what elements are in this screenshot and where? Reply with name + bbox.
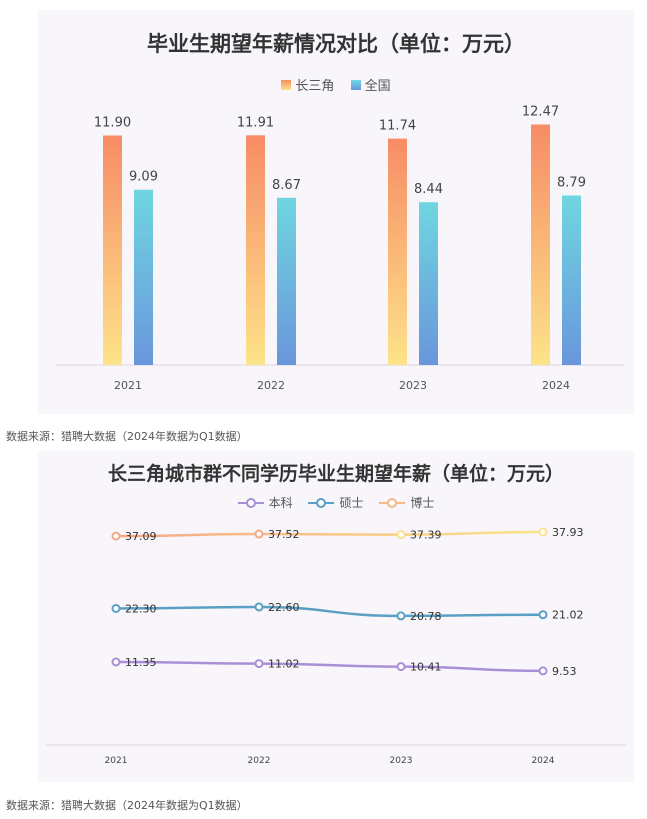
line-chart-title: 长三角城市群不同学历毕业生期望年薪（单位：万元） (107, 463, 564, 485)
point-master (538, 610, 548, 620)
x-tick-label: 2022 (248, 756, 271, 766)
point-bachelor (396, 662, 406, 672)
bar-label-yangtze: 11.74 (379, 119, 416, 134)
bar-national (277, 197, 296, 365)
legend-label-yangtze: 长三角 (295, 79, 335, 94)
bar-yangtze (103, 135, 122, 365)
x-tick-label: 2024 (542, 379, 570, 392)
x-tick-label: 2024 (532, 756, 555, 766)
line-chart-panel: 长三角城市群不同学历毕业生期望年薪（单位：万元） 本科 硕士 博士 11.35 1… (38, 451, 634, 782)
point-label-bachelor: 9.53 (552, 665, 577, 678)
data-source-note: 数据来源：猎聘大数据（2024年数据为Q1数据） (6, 799, 248, 812)
point-bachelor (254, 659, 264, 669)
point-label-doctor: 37.39 (410, 529, 442, 542)
point-master (111, 603, 121, 613)
legend-swatch-yangtze (281, 79, 292, 90)
point-label-master: 22.30 (125, 602, 157, 615)
legend-line-master (308, 497, 335, 508)
legend-label-national: 全国 (364, 79, 391, 94)
series-line-doctor (115, 530, 544, 538)
point-label-doctor: 37.52 (268, 528, 300, 541)
point-label-bachelor: 11.02 (268, 658, 300, 671)
bar-label-national: 8.67 (272, 178, 301, 193)
bar-label-national: 9.09 (129, 170, 158, 185)
point-label-doctor: 37.93 (552, 526, 584, 539)
bar-national (419, 202, 438, 365)
x-tick-label: 2023 (399, 379, 427, 392)
point-doctor (538, 527, 548, 537)
x-tick-label: 2022 (257, 379, 285, 392)
bar-chart-legend: 长三角 全国 (38, 75, 634, 94)
point-label-master: 20.78 (410, 610, 442, 623)
bar-label-yangtze: 11.91 (237, 115, 274, 130)
point-master (254, 602, 264, 612)
legend-line-bachelor (237, 497, 264, 508)
data-source-note: 数据来源：猎聘大数据（2024年数据为Q1数据） (6, 430, 248, 443)
bar-yangtze (531, 124, 550, 365)
legend-item-yangtze: 长三角 (281, 75, 334, 94)
legend-item-doctor: 博士 (379, 494, 434, 511)
bar-label-national: 8.44 (414, 182, 443, 197)
series-line-master (115, 605, 544, 618)
bar-label-national: 8.79 (557, 175, 586, 190)
x-tick-label: 2023 (390, 756, 413, 766)
x-tick-label: 2021 (105, 756, 128, 766)
legend-label-bachelor: 本科 (268, 496, 293, 510)
bar-yangtze (388, 138, 407, 365)
x-tick-label: 2021 (114, 379, 142, 392)
bar-chart-panel: 毕业生期望年薪情况对比（单位：万元） 长三角 全国 11.90 9.09 2021 1… (38, 10, 634, 414)
point-doctor (396, 530, 406, 540)
point-label-master: 22.60 (268, 601, 300, 614)
point-bachelor (538, 666, 548, 676)
legend-label-master: 硕士 (339, 496, 364, 510)
point-label-doctor: 37.09 (125, 530, 157, 543)
line-chart-legend: 本科 硕士 博士 (38, 494, 634, 511)
legend-item-national: 全国 (350, 75, 391, 94)
legend-line-doctor (379, 497, 406, 508)
bar-chart-plot: 11.90 9.09 2021 11.91 8.67 2022 11.74 8.44 2023 1… (56, 105, 624, 392)
bar-yangtze (246, 135, 265, 365)
point-label-bachelor: 10.41 (410, 661, 442, 674)
bar-chart-title: 毕业生期望年薪情况对比（单位：万元） (147, 32, 525, 56)
legend-swatch-national (350, 79, 361, 90)
point-doctor (254, 529, 264, 539)
point-bachelor (111, 657, 121, 667)
legend-item-bachelor: 本科 (237, 494, 293, 511)
bar-label-yangtze: 12.47 (522, 105, 559, 120)
bar-national (562, 195, 581, 365)
point-label-master: 21.02 (552, 609, 584, 622)
series-line-bachelor (115, 660, 544, 673)
point-label-bachelor: 11.35 (125, 656, 157, 669)
bar-national (134, 189, 153, 365)
legend-label-doctor: 博士 (410, 496, 435, 510)
legend-item-master: 硕士 (308, 494, 364, 511)
bar-label-yangtze: 11.90 (94, 116, 131, 131)
point-master (396, 611, 406, 621)
point-doctor (111, 531, 121, 541)
line-chart-plot: 11.35 11.02 10.41 9.53 22.30 22.60 20.78 21.02 3… (46, 526, 626, 766)
